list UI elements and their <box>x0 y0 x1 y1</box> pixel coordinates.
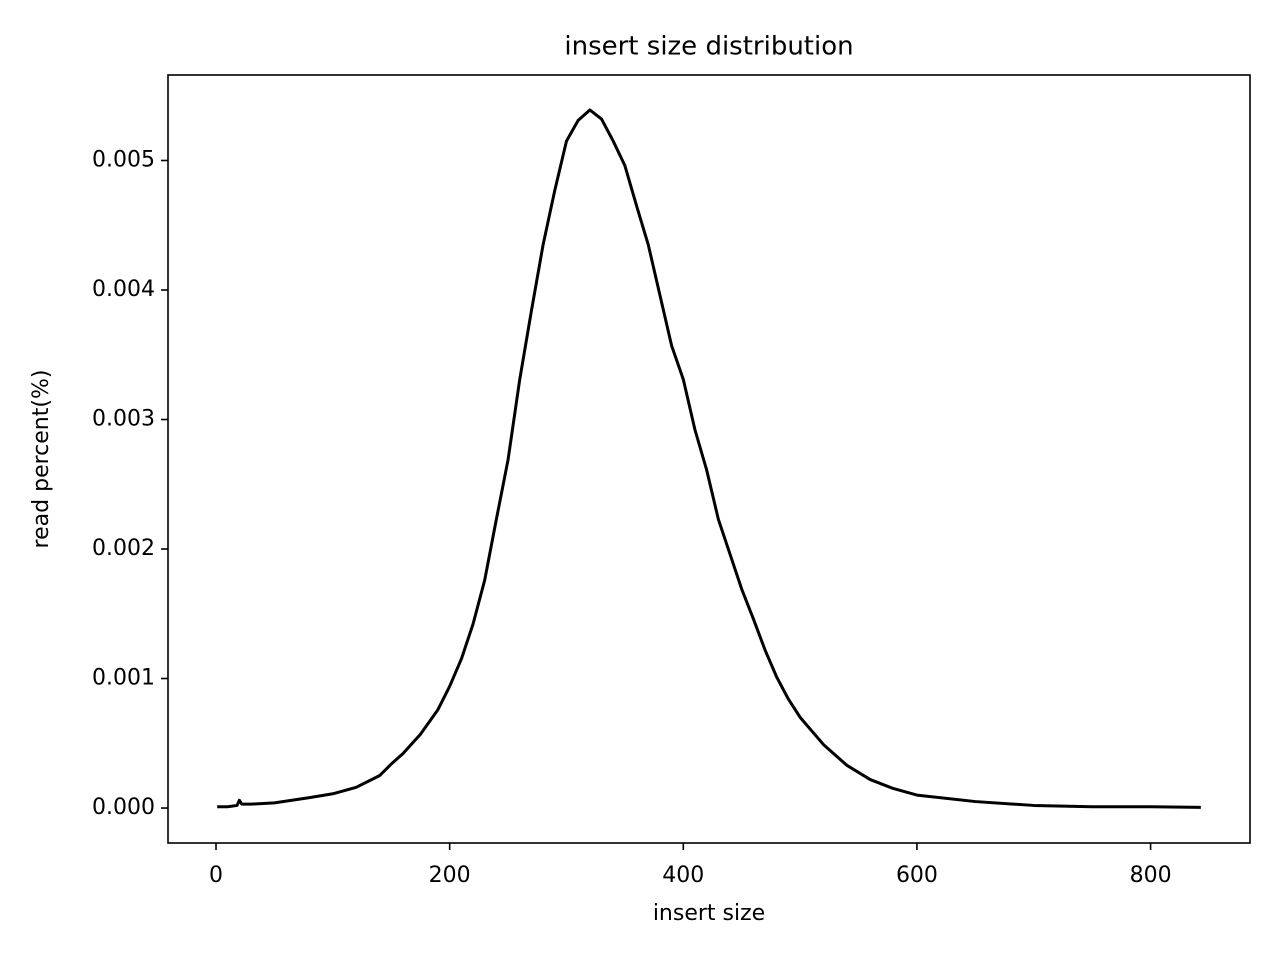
x-tick-label: 400 <box>662 863 704 888</box>
y-tick-label: 0.002 <box>92 536 155 561</box>
plot-frame <box>167 74 1251 844</box>
x-tick-label: 600 <box>896 863 938 888</box>
x-tick-label: 800 <box>1130 863 1172 888</box>
x-axis-label: insert size <box>653 901 765 926</box>
chart-title: insert size distribution <box>564 32 853 62</box>
y-tick-label: 0.004 <box>92 277 155 302</box>
y-tick-label: 0.005 <box>92 147 155 172</box>
x-tick-label: 0 <box>209 863 223 888</box>
y-tick-label: 0.000 <box>92 795 155 820</box>
line-series <box>217 108 1201 809</box>
y-tick-label: 0.003 <box>92 406 155 431</box>
y-axis-label: read percent(%) <box>29 370 54 549</box>
y-tick-label: 0.001 <box>92 666 155 691</box>
x-tick-label: 200 <box>429 863 471 888</box>
